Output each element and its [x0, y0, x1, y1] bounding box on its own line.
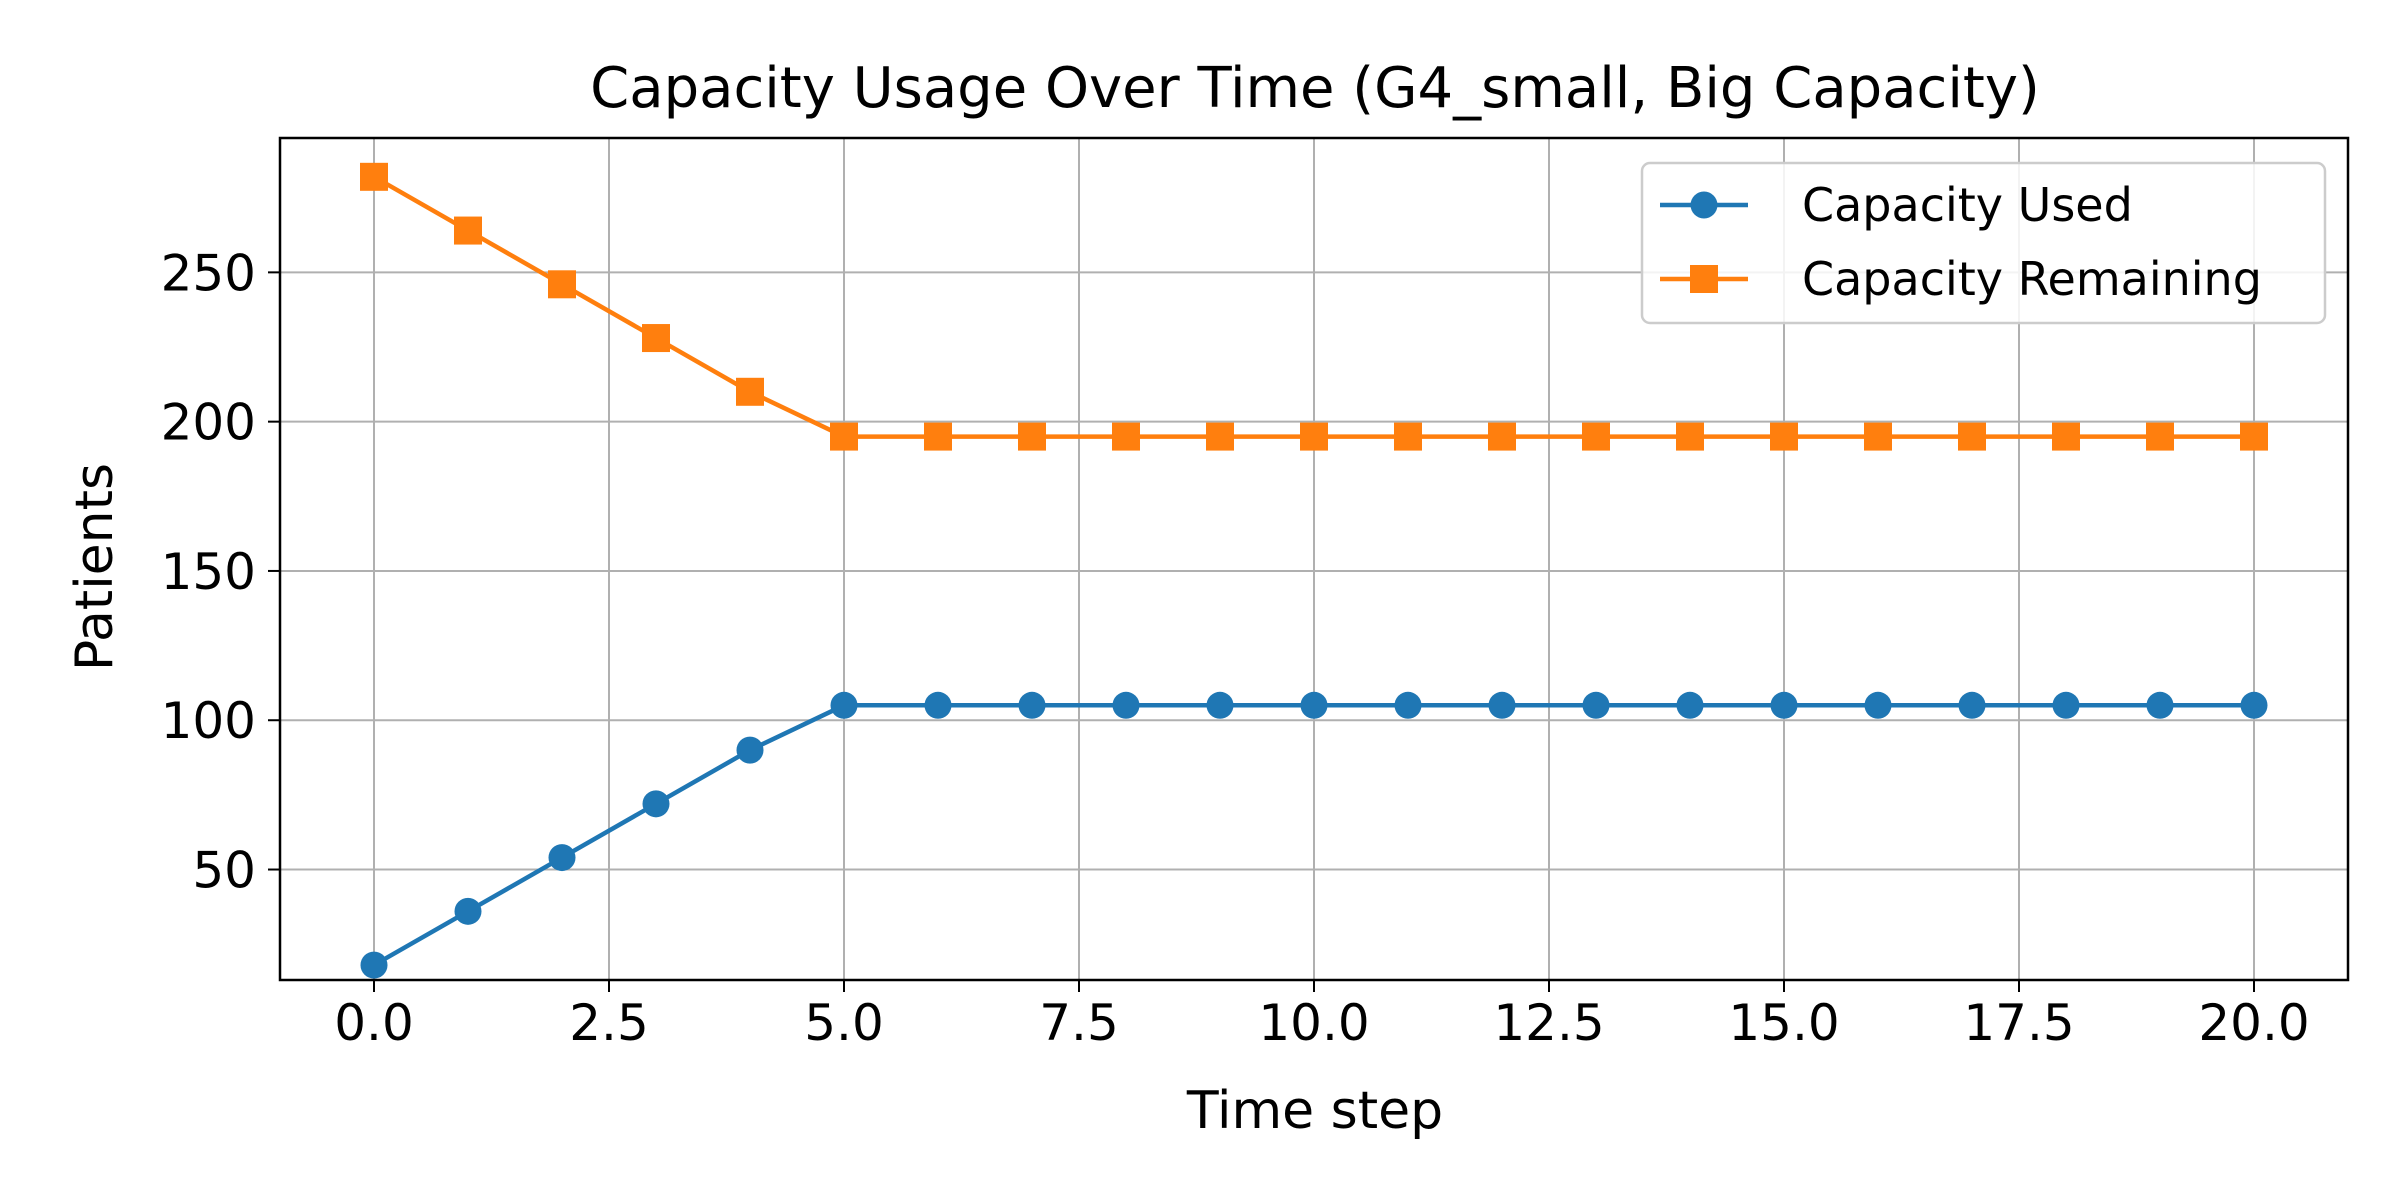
- data-point: [2240, 691, 2268, 719]
- x-tick-label: 2.5: [569, 994, 649, 1052]
- y-tick-label: 150: [161, 543, 256, 601]
- data-point: [1582, 691, 1610, 719]
- data-point: [830, 422, 858, 451]
- data-point: [1864, 691, 1892, 719]
- y-tick-label: 200: [161, 394, 256, 452]
- data-point: [548, 270, 576, 299]
- legend-item: Capacity Used: [1660, 178, 2133, 232]
- tick-layer: 0.0 2.5 5.0 7.5 10.0 12.5 15.0 17.5 20.0 50 100 150…: [161, 244, 2310, 1052]
- x-tick-label: 5.0: [804, 994, 884, 1052]
- x-tick-label: 10.0: [1258, 994, 1369, 1052]
- data-point: [1300, 422, 1328, 451]
- x-tick-label: 20.0: [2198, 994, 2309, 1052]
- data-point: [1112, 422, 1140, 451]
- legend-marker: [1690, 265, 1718, 293]
- x-tick-label: 0.0: [334, 994, 414, 1052]
- data-point: [360, 162, 388, 191]
- data-point: [1676, 691, 1704, 719]
- data-point: [1394, 691, 1422, 719]
- data-point: [1488, 422, 1516, 451]
- y-axis-label: Patients: [65, 463, 125, 671]
- data-point: [360, 951, 388, 979]
- data-point: [548, 844, 576, 872]
- data-point: [1676, 422, 1704, 451]
- data-point: [1300, 691, 1328, 719]
- data-point: [454, 897, 482, 925]
- x-tick-label: 12.5: [1493, 994, 1604, 1052]
- legend: Capacity Used Capacity Remaining: [1640, 161, 2327, 325]
- data-point: [642, 790, 670, 818]
- legend-label: Capacity Used: [1802, 178, 2133, 232]
- legend-box: [1640, 161, 2327, 325]
- data-point: [1958, 691, 1986, 719]
- data-point: [2146, 422, 2174, 451]
- series-capacity-used: [360, 691, 2268, 979]
- y-tick-label: 250: [161, 244, 256, 302]
- data-point: [924, 691, 952, 719]
- data-point: [1770, 422, 1798, 451]
- data-point: [924, 422, 952, 451]
- x-tick-label: 15.0: [1728, 994, 1839, 1052]
- data-point: [1018, 422, 1046, 451]
- series-capacity-remaining: [360, 162, 2268, 451]
- data-point: [1112, 691, 1140, 719]
- data-point: [2240, 422, 2268, 451]
- data-point: [1206, 422, 1234, 451]
- data-point: [736, 377, 764, 406]
- data-point: [1394, 422, 1422, 451]
- legend-item: Capacity Remaining: [1660, 252, 2262, 306]
- legend-label: Capacity Remaining: [1802, 252, 2262, 306]
- data-point: [1958, 422, 1986, 451]
- data-point: [2146, 691, 2174, 719]
- data-point: [2052, 691, 2080, 719]
- data-point: [1770, 691, 1798, 719]
- x-tick-label: 7.5: [1039, 994, 1119, 1052]
- y-tick-label: 50: [192, 842, 256, 900]
- series-layer: [360, 162, 2268, 979]
- data-point: [454, 216, 482, 245]
- data-point: [830, 691, 858, 719]
- x-axis-label: Time step: [1186, 1081, 1443, 1141]
- data-point: [1018, 691, 1046, 719]
- chart-title: Capacity Usage Over Time (G4_small, Big …: [590, 56, 2040, 121]
- data-point: [1582, 422, 1610, 451]
- legend-marker: [1690, 191, 1718, 219]
- data-point: [642, 324, 670, 353]
- data-point: [736, 736, 764, 764]
- y-tick-label: 100: [161, 692, 256, 750]
- data-point: [1488, 691, 1516, 719]
- data-point: [1864, 422, 1892, 451]
- data-point: [1206, 691, 1234, 719]
- x-tick-label: 17.5: [1963, 994, 2074, 1052]
- data-point: [2052, 422, 2080, 451]
